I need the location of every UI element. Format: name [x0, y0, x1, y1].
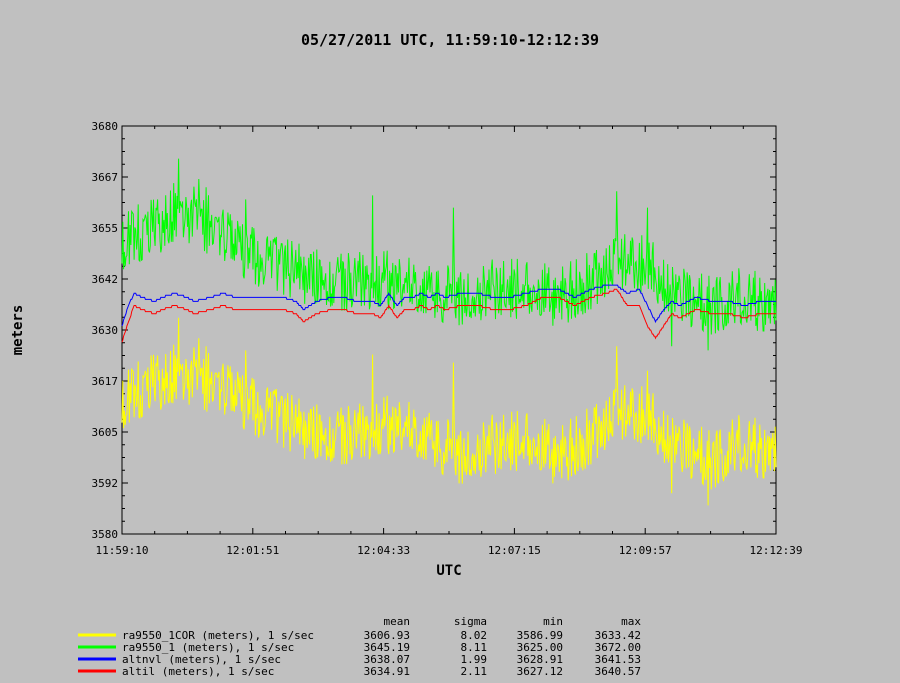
legend: mean sigma min max ra9550_1COR (meters), 1 s…: [78, 615, 641, 678]
stats-value: 3640.57: [595, 665, 641, 678]
legend-label: ra9550_1 (meters), 1 s/sec: [122, 641, 294, 654]
x-axis: 11:59:10 12:01:51 12:04:33 12:07:15 12:09:57…: [96, 126, 803, 557]
stats-value: 8.02: [461, 629, 488, 642]
stats-value: 3606.93: [364, 629, 410, 642]
series-lines: [121, 158, 777, 506]
stats-value: 3645.19: [364, 641, 410, 654]
stats-value: 2.11: [461, 665, 488, 678]
y-tick-label: 3580: [92, 528, 119, 541]
stats-value: 3634.91: [364, 665, 410, 678]
y-tick-label: 3655: [92, 222, 119, 235]
legend-label: altil (meters), 1 s/sec: [122, 665, 274, 678]
series-line: [121, 288, 776, 343]
series-line: [121, 158, 777, 351]
y-tick-label: 3592: [92, 477, 119, 490]
y-axis: 3680 3667 3655 3642 3630 3617 3605 3592 3580: [92, 120, 776, 541]
x-tick-label: 12:12:39: [750, 544, 803, 557]
x-tick-label: 12:07:15: [488, 544, 541, 557]
y-tick-label: 3617: [92, 375, 119, 388]
stats-value: 3628.91: [517, 653, 563, 666]
stats-value: 3633.42: [595, 629, 641, 642]
stats-value: 8.11: [461, 641, 488, 654]
x-tick-label: 12:09:57: [619, 544, 672, 557]
chart-title: 05/27/2011 UTC, 11:59:10-12:12:39: [301, 31, 599, 49]
y-tick-label: 3667: [92, 171, 119, 184]
legend-label: altnvl (meters), 1 s/sec: [122, 653, 281, 666]
series-line: [121, 284, 776, 327]
stats-value: 1.99: [461, 653, 488, 666]
y-axis-title: meters: [10, 305, 26, 356]
stats-header: max: [621, 615, 641, 628]
stats-header: mean: [384, 615, 411, 628]
y-tick-label: 3680: [92, 120, 119, 133]
y-tick-label: 3605: [92, 426, 119, 439]
y-tick-label: 3630: [92, 324, 119, 337]
legend-label: ra9550_1COR (meters), 1 s/sec: [122, 629, 314, 642]
stats-value: 3638.07: [364, 653, 410, 666]
stats-value: 3641.53: [595, 653, 641, 666]
stats-value: 3627.12: [517, 665, 563, 678]
stats-value: 3672.00: [595, 641, 641, 654]
x-axis-title: UTC: [436, 563, 461, 579]
x-tick-label: 11:59:10: [96, 544, 149, 557]
stats-header: min: [543, 615, 563, 628]
y-tick-label: 3642: [92, 273, 119, 286]
stats-value: 3586.99: [517, 629, 563, 642]
x-tick-label: 12:04:33: [357, 544, 410, 557]
stats-header: sigma: [454, 615, 487, 628]
stats-value: 3625.00: [517, 641, 563, 654]
series-line: [121, 317, 777, 506]
plot-area-frame: [121, 125, 777, 535]
x-tick-label: 12:01:51: [226, 544, 279, 557]
